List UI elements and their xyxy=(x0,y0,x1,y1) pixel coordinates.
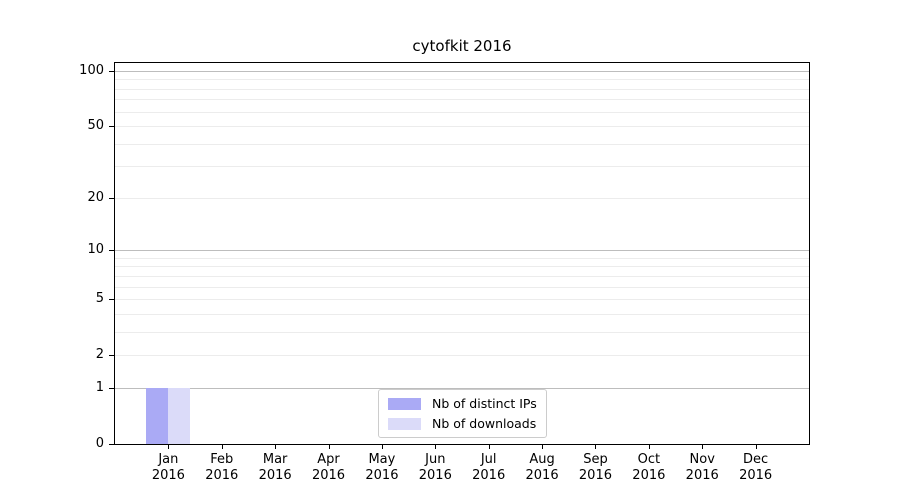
minor-gridline xyxy=(115,313,809,315)
x-tick-year: 2016 xyxy=(418,468,452,483)
minor-gridline xyxy=(115,355,809,357)
chart-title: cytofkit 2016 xyxy=(412,37,512,55)
legend-swatch-series0 xyxy=(388,397,421,410)
x-tick-mark xyxy=(595,444,597,449)
minor-gridline xyxy=(115,79,809,81)
minor-gridline xyxy=(115,275,809,277)
x-tick-mark xyxy=(381,444,383,449)
y-tick-label: 1 xyxy=(95,379,104,395)
x-tick-label: Aug 2016 xyxy=(510,452,574,484)
x-tick-label: Jul 2016 xyxy=(457,452,521,484)
major-gridline xyxy=(115,71,809,72)
y-tick-label: 100 xyxy=(79,63,104,78)
y-tick-mark xyxy=(109,71,114,72)
y-tick-mark xyxy=(109,299,114,301)
minor-gridline xyxy=(115,143,809,145)
x-tick-mark xyxy=(221,444,223,449)
bar-jan-series0 xyxy=(146,387,169,444)
x-tick-label: Dec 2016 xyxy=(724,452,788,484)
x-tick-year: 2016 xyxy=(632,468,666,483)
y-tick-mark xyxy=(109,126,114,128)
major-gridline xyxy=(115,387,809,389)
legend-label: Nb of distinct IPs xyxy=(432,396,537,411)
x-tick-month: Nov xyxy=(689,452,715,467)
y-tick-label: 50 xyxy=(87,118,104,134)
y-tick-label: 2 xyxy=(95,347,104,363)
legend: Nb of distinct IPs Nb of downloads xyxy=(378,389,547,438)
x-tick-label: Jun 2016 xyxy=(403,452,467,484)
y-tick-mark xyxy=(109,250,114,252)
plot-area xyxy=(114,62,810,445)
minor-gridline xyxy=(115,331,809,333)
x-tick-label: Oct 2016 xyxy=(617,452,681,484)
x-tick-year: 2016 xyxy=(739,468,773,483)
x-tick-label: May 2016 xyxy=(350,452,414,484)
minor-gridline xyxy=(115,166,809,168)
x-tick-year: 2016 xyxy=(311,468,346,483)
x-tick-month: Sep xyxy=(583,452,608,467)
y-tick-label: 10 xyxy=(87,242,104,258)
x-tick-label: Sep 2016 xyxy=(563,452,627,484)
x-tick-year: 2016 xyxy=(525,468,559,483)
x-tick-year: 2016 xyxy=(578,468,612,483)
x-tick-month: Oct xyxy=(637,452,661,467)
y-tick-label: 5 xyxy=(95,291,104,307)
x-tick-year: 2016 xyxy=(365,468,399,483)
y-tick-mark xyxy=(109,355,114,357)
legend-item: Nb of downloads xyxy=(388,416,537,431)
y-tick-mark xyxy=(109,387,114,389)
legend-item: Nb of distinct IPs xyxy=(388,396,537,411)
x-tick-mark xyxy=(275,444,277,449)
minor-gridline xyxy=(115,111,809,113)
x-tick-month: Jul xyxy=(480,452,497,467)
x-tick-mark xyxy=(328,444,330,449)
x-tick-mark xyxy=(648,444,650,449)
x-tick-mark xyxy=(488,444,490,449)
minor-gridline xyxy=(115,126,809,128)
minor-gridline xyxy=(115,88,809,90)
legend-label: Nb of downloads xyxy=(432,416,537,431)
x-tick-label: Apr 2016 xyxy=(297,452,361,484)
x-tick-month: Dec xyxy=(743,452,769,467)
x-tick-month: Jan xyxy=(158,452,179,467)
x-tick-year: 2016 xyxy=(472,468,506,483)
x-tick-year: 2016 xyxy=(685,468,719,483)
x-tick-mark xyxy=(542,444,544,449)
x-tick-month: Apr xyxy=(317,452,340,467)
x-tick-month: Feb xyxy=(210,452,234,467)
y-tick-mark xyxy=(109,444,114,445)
bar-jan-series1 xyxy=(168,387,191,444)
x-tick-month: Mar xyxy=(262,452,288,467)
minor-gridline xyxy=(115,266,809,268)
y-tick-mark xyxy=(109,197,114,199)
minor-gridline xyxy=(115,299,809,301)
x-tick-mark xyxy=(755,444,757,449)
x-tick-month: May xyxy=(368,452,396,467)
x-tick-year: 2016 xyxy=(205,468,239,483)
x-tick-year: 2016 xyxy=(151,468,185,483)
y-tick-label: 20 xyxy=(87,189,104,205)
x-tick-mark xyxy=(168,444,170,449)
minor-gridline xyxy=(115,197,809,199)
minor-gridline xyxy=(115,286,809,288)
x-tick-label: Feb 2016 xyxy=(190,452,254,484)
minor-gridline xyxy=(115,99,809,101)
x-tick-mark xyxy=(702,444,704,449)
x-tick-month: Jun xyxy=(425,452,446,467)
x-tick-label: Nov 2016 xyxy=(670,452,734,484)
legend-swatch-series1 xyxy=(388,417,421,430)
x-tick-label: Jan 2016 xyxy=(136,452,200,484)
minor-gridline xyxy=(115,257,809,259)
x-tick-mark xyxy=(435,444,437,449)
x-tick-label: Mar 2016 xyxy=(243,452,307,484)
x-tick-year: 2016 xyxy=(258,468,292,483)
x-tick-month: Aug xyxy=(529,452,555,467)
major-gridline xyxy=(115,250,809,252)
y-tick-label: 0 xyxy=(95,436,104,451)
